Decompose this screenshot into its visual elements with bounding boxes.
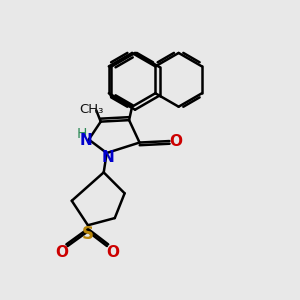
Text: O: O [106, 244, 119, 260]
Text: N: N [102, 150, 115, 165]
Text: CH₃: CH₃ [80, 103, 104, 116]
Text: H: H [76, 127, 86, 141]
Text: N: N [80, 133, 92, 148]
Text: O: O [56, 244, 69, 260]
Text: S: S [82, 225, 94, 243]
Text: O: O [169, 134, 182, 148]
